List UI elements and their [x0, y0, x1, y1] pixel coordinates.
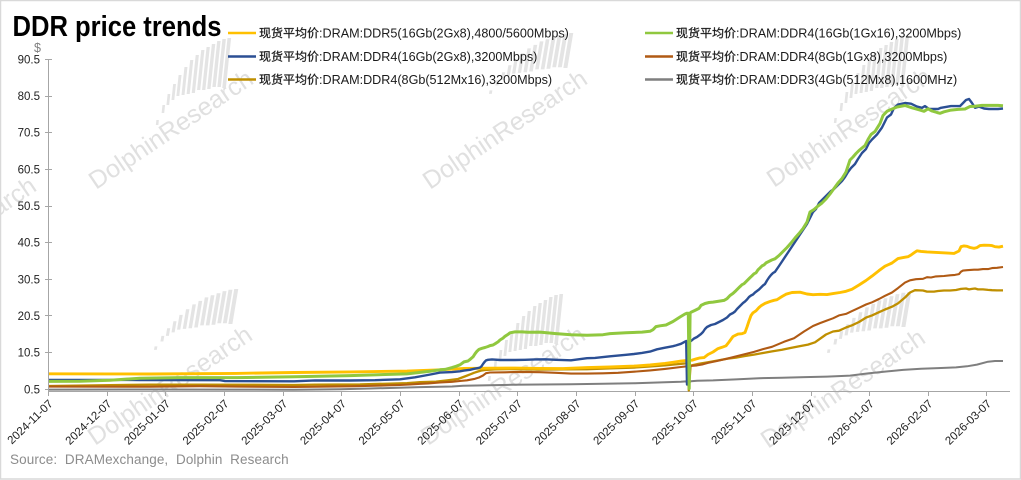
svg-text:10.5: 10.5: [18, 348, 40, 360]
svg-text:90.5: 90.5: [18, 54, 40, 66]
svg-text:70.5: 70.5: [18, 128, 40, 140]
svg-text:0.5: 0.5: [24, 384, 40, 396]
svg-text::DRAM:DDR3(4Gb(512Mx8),1600MHz: :DRAM:DDR3(4Gb(512Mx8),1600MHz): [736, 73, 957, 87]
svg-text:60.5: 60.5: [18, 164, 40, 176]
svg-text:40.5: 40.5: [18, 238, 40, 250]
svg-text:Source: DRAMexchange, Dolphi: Source: DRAMexchange, Dolphin Research: [10, 452, 289, 467]
svg-text:30.5: 30.5: [18, 274, 40, 286]
svg-text:50.5: 50.5: [18, 201, 40, 213]
svg-text::DRAM:DDR4(16Gb(1Gx16),3200Mbp: :DRAM:DDR4(16Gb(1Gx16),3200Mbps): [736, 26, 961, 40]
svg-text:DDR price trends: DDR price trends: [13, 11, 222, 43]
svg-text:80.5: 80.5: [18, 91, 40, 103]
svg-text::DRAM:DDR4(8Gb(512Mx16),3200Mb: :DRAM:DDR4(8Gb(512Mx16),3200Mbps): [319, 73, 552, 87]
svg-text::DRAM:DDR5(16Gb(2Gx8),4800/560: :DRAM:DDR5(16Gb(2Gx8),4800/5600Mbps): [319, 26, 569, 40]
svg-text:20.5: 20.5: [18, 311, 40, 323]
svg-text::DRAM:DDR4(8Gb(1Gx8),3200Mbps): :DRAM:DDR4(8Gb(1Gx8),3200Mbps): [736, 50, 947, 64]
svg-text::DRAM:DDR4(16Gb(2Gx8),3200Mbps: :DRAM:DDR4(16Gb(2Gx8),3200Mbps): [319, 50, 537, 64]
svg-text:$: $: [34, 41, 41, 55]
